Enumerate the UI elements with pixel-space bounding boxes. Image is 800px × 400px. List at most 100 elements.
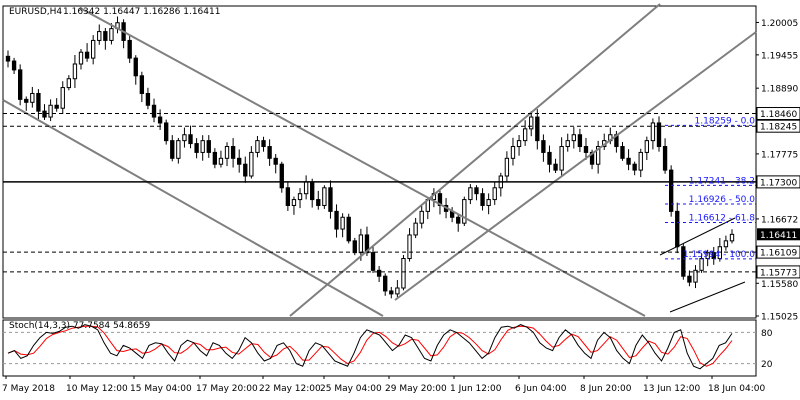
trendline [2, 99, 384, 317]
candle [583, 137, 589, 160]
candle [693, 265, 698, 289]
fibo-label: 1.16612 - 61.8 [689, 213, 755, 223]
candle [620, 141, 625, 161]
price-level-label: 1.16109 [760, 249, 797, 259]
candle [370, 246, 376, 274]
candle [42, 104, 47, 120]
candle [24, 96, 29, 111]
candle [194, 138, 199, 159]
candle [492, 181, 497, 205]
symbol-label: EURUSD,H4 [9, 7, 62, 17]
candle [383, 273, 388, 296]
candle [316, 190, 321, 210]
trendline [289, 3, 661, 317]
candle [66, 75, 72, 91]
x-tick-label: 17 May 20:00 [196, 384, 258, 394]
candle [54, 98, 59, 112]
candle [401, 255, 406, 291]
price-level-label: 1.18245 [760, 123, 797, 133]
x-tick-label: 10 May 12:00 [66, 384, 128, 394]
price-level-label: 1.17300 [760, 178, 797, 188]
candle [230, 138, 236, 168]
candle [638, 148, 643, 178]
y-tick-label: 1.18890 [761, 85, 798, 95]
price-level-tag [756, 107, 800, 121]
candle [510, 137, 516, 166]
candle [60, 81, 65, 115]
candle [5, 50, 11, 68]
candle [97, 24, 102, 45]
price-level-tag [756, 245, 800, 259]
price-level-label: 1.15773 [760, 268, 797, 278]
candle [486, 193, 491, 215]
candle [650, 118, 656, 150]
candle [84, 43, 90, 62]
candle [279, 161, 284, 193]
candle [480, 188, 485, 211]
candle [297, 188, 303, 209]
stoch-label: Stoch(14,3,3) 77.7584 54.8659 [9, 321, 150, 331]
trendline [79, 7, 646, 317]
price-level-tag [756, 119, 800, 133]
candle [109, 23, 114, 45]
x-tick-label: 1 Jun 12:00 [450, 384, 502, 394]
candle [322, 185, 327, 209]
candle [547, 145, 552, 173]
x-tick-label: 18 Jun 04:00 [708, 384, 765, 394]
candle [723, 235, 729, 251]
candle [212, 148, 218, 169]
candles-layer [5, 16, 735, 299]
candle [644, 136, 649, 161]
stoch-level-label: 20 [761, 360, 773, 370]
current-price-tag [757, 228, 800, 241]
y-tick-label: 1.16672 [761, 215, 798, 225]
candle [389, 286, 394, 299]
y-tick-label: 1.20005 [761, 19, 798, 29]
candle [395, 280, 400, 298]
candle [78, 48, 84, 70]
candle [553, 158, 558, 173]
candle [291, 196, 297, 215]
price-level-tag [756, 175, 800, 189]
candle [243, 156, 248, 183]
ohlc-readout: 1.16342 1.16447 1.16286 1.16411 [63, 7, 220, 17]
fibo-label: 1.16926 - 50.0 [689, 195, 755, 205]
x-tick-label: 25 May 04:00 [320, 384, 382, 394]
candle [565, 133, 570, 152]
stoch-panel-frame [2, 319, 757, 377]
candle [474, 185, 479, 201]
stoch-level-label: 80 [761, 329, 773, 339]
x-tick-label: 13 Jun 12:00 [643, 384, 700, 394]
candle [176, 137, 181, 164]
candle [413, 217, 418, 239]
candle [529, 111, 534, 137]
candle [468, 184, 473, 205]
candle [535, 109, 540, 150]
candle [626, 149, 631, 171]
candle [577, 128, 583, 153]
candle [340, 213, 345, 238]
candle [103, 28, 108, 50]
current-price-label: 1.16411 [760, 231, 797, 241]
candle [237, 149, 242, 173]
stoch-d-line [7, 325, 733, 367]
candle [456, 214, 461, 232]
candle [656, 116, 662, 152]
x-tick-label: 15 May 04:00 [130, 384, 192, 394]
candle [72, 54, 78, 88]
y-tick-label: 1.19455 [761, 51, 798, 61]
candle [516, 135, 522, 156]
candle [188, 125, 193, 149]
candle [133, 55, 138, 85]
candle [164, 119, 169, 145]
y-tick-label: 1.17775 [761, 150, 798, 160]
candle [522, 120, 528, 146]
candle [662, 138, 668, 174]
candle [151, 98, 157, 123]
candle [145, 87, 151, 110]
candle [17, 64, 23, 106]
candle [30, 86, 35, 108]
candle [267, 139, 272, 166]
fibo-label: 1.17241 - 38.2 [689, 176, 755, 186]
x-tick-label: 22 May 12:00 [259, 384, 321, 394]
